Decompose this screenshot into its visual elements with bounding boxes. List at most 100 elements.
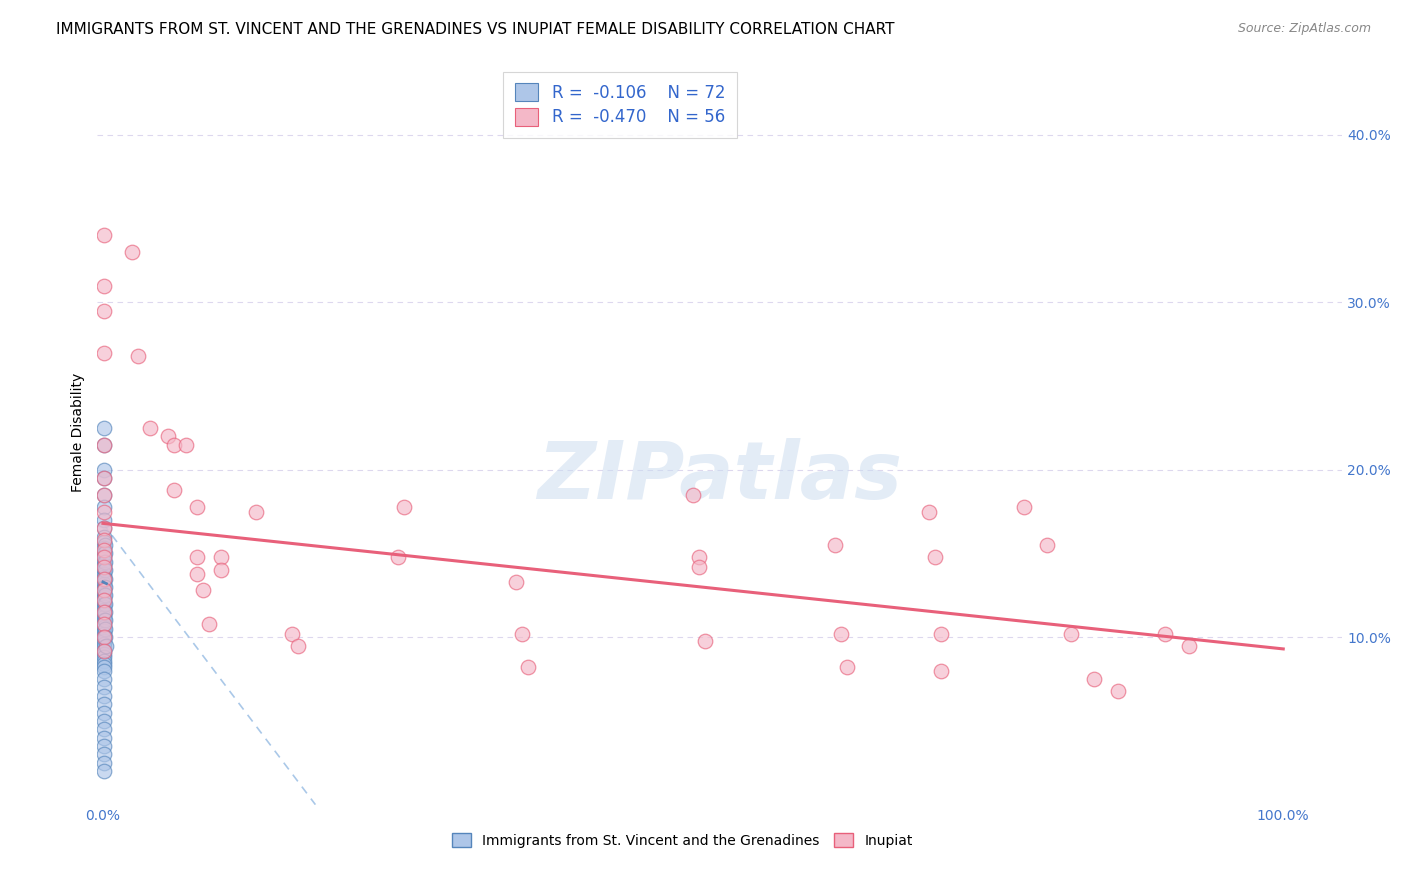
Point bbox=[93, 664, 115, 678]
Point bbox=[1083, 672, 1105, 686]
Point bbox=[93, 580, 115, 594]
Point bbox=[93, 574, 115, 588]
Point bbox=[93, 541, 115, 556]
Point bbox=[93, 756, 115, 770]
Point bbox=[93, 637, 115, 651]
Point bbox=[93, 630, 115, 644]
Point bbox=[94, 622, 117, 636]
Point bbox=[93, 538, 115, 552]
Point bbox=[281, 627, 304, 641]
Point bbox=[93, 572, 115, 586]
Point bbox=[93, 278, 115, 293]
Point bbox=[245, 505, 267, 519]
Point bbox=[93, 533, 115, 547]
Point bbox=[93, 563, 115, 577]
Point bbox=[93, 530, 115, 544]
Point bbox=[392, 500, 415, 514]
Point bbox=[93, 549, 115, 564]
Point bbox=[163, 438, 186, 452]
Point bbox=[93, 616, 115, 631]
Point bbox=[93, 590, 115, 604]
Point bbox=[93, 471, 115, 485]
Point bbox=[93, 647, 115, 661]
Point bbox=[516, 660, 538, 674]
Point bbox=[93, 706, 115, 720]
Point bbox=[93, 643, 115, 657]
Point bbox=[688, 549, 710, 564]
Point bbox=[93, 614, 115, 628]
Point bbox=[93, 610, 115, 624]
Point bbox=[918, 505, 941, 519]
Point bbox=[209, 563, 232, 577]
Point bbox=[824, 538, 846, 552]
Point bbox=[682, 488, 704, 502]
Point bbox=[93, 739, 115, 753]
Point bbox=[93, 697, 115, 711]
Point bbox=[93, 438, 115, 452]
Point bbox=[93, 547, 115, 561]
Point bbox=[830, 627, 852, 641]
Point bbox=[93, 549, 115, 564]
Point bbox=[93, 593, 115, 607]
Point bbox=[93, 558, 115, 573]
Point bbox=[93, 643, 115, 657]
Point bbox=[93, 587, 115, 601]
Point bbox=[93, 471, 115, 485]
Point bbox=[93, 345, 115, 359]
Point bbox=[93, 681, 115, 695]
Point bbox=[93, 560, 115, 574]
Point bbox=[156, 429, 179, 443]
Point bbox=[1036, 538, 1059, 552]
Point bbox=[93, 463, 115, 477]
Point bbox=[387, 549, 409, 564]
Point bbox=[94, 605, 117, 619]
Point bbox=[93, 572, 115, 586]
Point bbox=[186, 500, 208, 514]
Point bbox=[287, 639, 309, 653]
Point bbox=[1107, 683, 1129, 698]
Point bbox=[93, 505, 115, 519]
Point bbox=[93, 521, 115, 535]
Point bbox=[505, 574, 527, 589]
Point bbox=[94, 630, 117, 644]
Point bbox=[93, 228, 115, 243]
Point bbox=[93, 583, 115, 598]
Text: IMMIGRANTS FROM ST. VINCENT AND THE GRENADINES VS INUPIAT FEMALE DISABILITY CORR: IMMIGRANTS FROM ST. VINCENT AND THE GREN… bbox=[56, 22, 894, 37]
Point bbox=[93, 689, 115, 703]
Point bbox=[93, 624, 115, 638]
Text: ZIPatlas: ZIPatlas bbox=[537, 438, 903, 516]
Point bbox=[93, 723, 115, 737]
Point bbox=[1154, 627, 1177, 641]
Point bbox=[93, 630, 115, 644]
Point bbox=[93, 421, 115, 435]
Point bbox=[93, 640, 115, 655]
Point bbox=[93, 597, 115, 611]
Point bbox=[93, 488, 115, 502]
Point bbox=[929, 627, 952, 641]
Point bbox=[121, 245, 143, 260]
Point bbox=[93, 620, 115, 634]
Point bbox=[929, 664, 952, 678]
Point bbox=[93, 566, 115, 581]
Point bbox=[93, 488, 115, 502]
Point bbox=[94, 614, 117, 628]
Point bbox=[193, 583, 215, 598]
Point bbox=[186, 549, 208, 564]
Point bbox=[209, 549, 232, 564]
Point bbox=[93, 731, 115, 745]
Legend: R =  -0.106    N = 72, R =  -0.470    N = 56: R = -0.106 N = 72, R = -0.470 N = 56 bbox=[503, 71, 737, 138]
Point bbox=[93, 583, 115, 598]
Point bbox=[1178, 639, 1201, 653]
Point bbox=[835, 660, 858, 674]
Point bbox=[93, 547, 115, 561]
Point bbox=[93, 593, 115, 607]
Point bbox=[93, 672, 115, 686]
Point bbox=[93, 513, 115, 527]
Point bbox=[93, 555, 115, 569]
Point bbox=[93, 303, 115, 318]
Point bbox=[693, 633, 716, 648]
Point bbox=[924, 549, 946, 564]
Point bbox=[688, 560, 710, 574]
Point bbox=[93, 597, 115, 611]
Point bbox=[510, 627, 533, 641]
